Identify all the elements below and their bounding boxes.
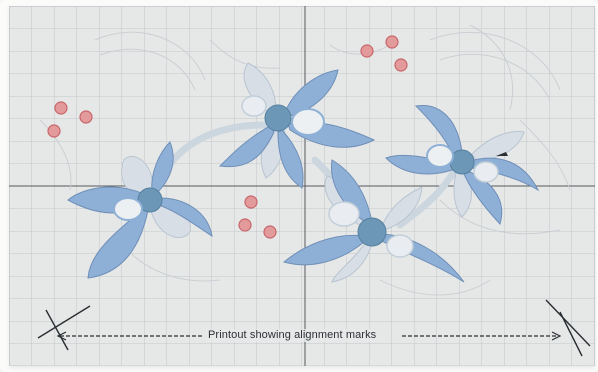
alignment-mark-right [545,299,591,357]
alignment-arrow-line [56,331,562,341]
red-dots-top-right [360,35,408,72]
flower-top-center [218,62,376,189]
red-dots-left [47,101,93,138]
flower-right [385,105,540,225]
red-dots-center [238,195,277,239]
flower-lower-center [282,159,465,283]
flower-left [67,141,213,279]
faint-background-motifs [39,24,571,296]
caption-text: Printout showing alignment marks [206,329,379,342]
alignment-mark-left [37,305,91,351]
